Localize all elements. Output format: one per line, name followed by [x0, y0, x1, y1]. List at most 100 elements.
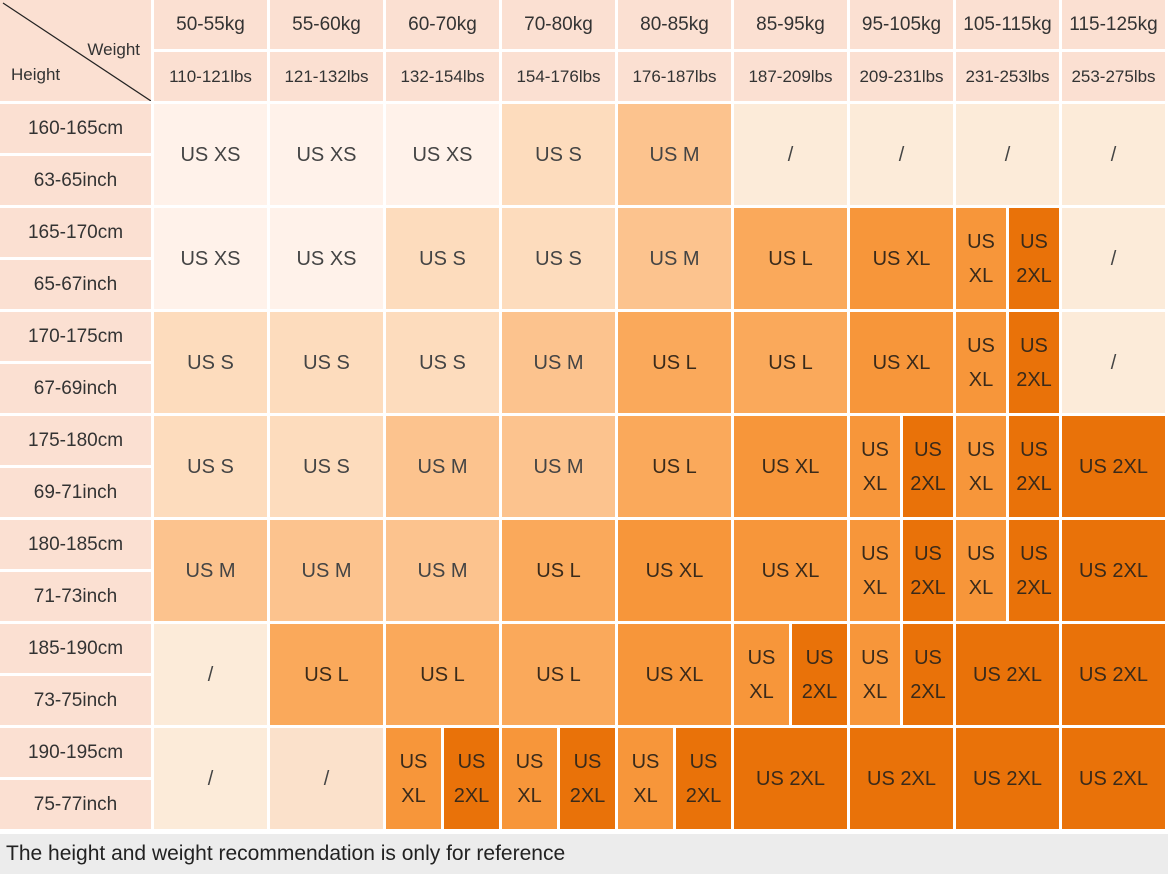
size-cell: US L: [270, 624, 383, 725]
weight-kg-header: 60-70kg: [386, 0, 499, 49]
size-cell: US L: [734, 208, 847, 309]
size-cell: US XL: [850, 312, 953, 413]
height-inch-label: 73-75inch: [0, 676, 151, 725]
corner-header: Weight Height: [0, 0, 151, 101]
size-cell: US XS: [270, 104, 383, 205]
height-inch-label: 65-67inch: [0, 260, 151, 309]
weight-kg-header: 105-115kg: [956, 0, 1059, 49]
size-cell: US S: [270, 312, 383, 413]
size-cell: US L: [502, 520, 615, 621]
size-cell-split: US 2XL: [1009, 312, 1059, 413]
weight-lbs-header: 176-187lbs: [618, 52, 731, 101]
height-cm-label: 190-195cm: [0, 728, 151, 777]
weight-lbs-header: 132-154lbs: [386, 52, 499, 101]
size-cell: US XL: [618, 624, 731, 725]
size-cell: US L: [618, 312, 731, 413]
size-cell: US 2XL: [1062, 416, 1165, 517]
height-cm-label: 175-180cm: [0, 416, 151, 465]
height-cm-label: 165-170cm: [0, 208, 151, 257]
weight-kg-header: 80-85kg: [618, 0, 731, 49]
weight-lbs-header: 231-253lbs: [956, 52, 1059, 101]
size-cell-split: US XL: [956, 416, 1006, 517]
size-cell: /: [850, 104, 953, 205]
size-cell: US L: [618, 416, 731, 517]
size-cell-split: US XL: [618, 728, 673, 829]
size-cell: US S: [270, 416, 383, 517]
size-cell: US M: [502, 416, 615, 517]
size-cell-split: US 2XL: [560, 728, 615, 829]
weight-kg-header: 95-105kg: [850, 0, 953, 49]
size-cell-split: US 2XL: [1009, 208, 1059, 309]
height-cm-label: 170-175cm: [0, 312, 151, 361]
size-cell: US XS: [386, 104, 499, 205]
height-inch-label: 75-77inch: [0, 780, 151, 829]
size-cell: US M: [386, 520, 499, 621]
size-cell: US S: [502, 208, 615, 309]
height-inch-label: 63-65inch: [0, 156, 151, 205]
size-cell: US M: [270, 520, 383, 621]
size-cell: US S: [386, 312, 499, 413]
size-cell-split: US XL: [956, 520, 1006, 621]
size-cell: US M: [386, 416, 499, 517]
size-cell: US M: [502, 312, 615, 413]
size-cell-split: US XL: [850, 416, 900, 517]
size-cell-split: US 2XL: [676, 728, 731, 829]
size-cell: /: [270, 728, 383, 829]
size-cell: US 2XL: [850, 728, 953, 829]
weight-lbs-header: 253-275lbs: [1062, 52, 1165, 101]
size-cell: US XL: [850, 208, 953, 309]
size-cell: US 2XL: [956, 728, 1059, 829]
size-cell: US 2XL: [1062, 624, 1165, 725]
size-cell-split: US 2XL: [792, 624, 847, 725]
weight-kg-header: 85-95kg: [734, 0, 847, 49]
size-cell-split: US 2XL: [903, 416, 953, 517]
size-cell: US XS: [154, 208, 267, 309]
height-cm-label: 185-190cm: [0, 624, 151, 673]
weight-lbs-header: 187-209lbs: [734, 52, 847, 101]
size-cell: /: [1062, 312, 1165, 413]
size-cell-split: US 2XL: [1009, 520, 1059, 621]
height-axis-label: Height: [11, 65, 61, 84]
size-cell: US 2XL: [956, 624, 1059, 725]
size-cell: US M: [154, 520, 267, 621]
size-cell: US M: [618, 104, 731, 205]
weight-lbs-header: 154-176lbs: [502, 52, 615, 101]
size-cell: US L: [502, 624, 615, 725]
size-cell: US L: [386, 624, 499, 725]
size-cell: US XS: [154, 104, 267, 205]
size-cell-split: US 2XL: [1009, 416, 1059, 517]
height-inch-label: 71-73inch: [0, 572, 151, 621]
size-cell-split: US 2XL: [903, 520, 953, 621]
weight-axis-label: Weight: [87, 40, 140, 59]
size-cell: US XL: [618, 520, 731, 621]
weight-kg-header: 50-55kg: [154, 0, 267, 49]
size-cell-split: US 2XL: [903, 624, 953, 725]
size-cell: /: [1062, 208, 1165, 309]
weight-lbs-header: 209-231lbs: [850, 52, 953, 101]
size-cell-split: US XL: [502, 728, 557, 829]
size-cell-split: US XL: [734, 624, 789, 725]
size-cell: /: [1062, 104, 1165, 205]
height-cm-label: 180-185cm: [0, 520, 151, 569]
height-inch-label: 69-71inch: [0, 468, 151, 517]
size-cell: US M: [618, 208, 731, 309]
size-cell: US S: [154, 312, 267, 413]
size-cell: US XL: [734, 520, 847, 621]
height-cm-label: 160-165cm: [0, 104, 151, 153]
weight-lbs-header: 121-132lbs: [270, 52, 383, 101]
size-cell: US S: [502, 104, 615, 205]
size-cell: US L: [734, 312, 847, 413]
weight-kg-header: 115-125kg: [1062, 0, 1165, 49]
weight-kg-header: 55-60kg: [270, 0, 383, 49]
size-cell: US 2XL: [734, 728, 847, 829]
size-cell-split: US XL: [850, 624, 900, 725]
size-cell: /: [734, 104, 847, 205]
size-cell-split: US XL: [850, 520, 900, 621]
size-cell: /: [154, 728, 267, 829]
weight-kg-header: 70-80kg: [502, 0, 615, 49]
size-cell-split: US 2XL: [444, 728, 499, 829]
size-cell: US S: [154, 416, 267, 517]
size-cell: US XL: [734, 416, 847, 517]
size-cell: /: [154, 624, 267, 725]
size-cell-split: US XL: [386, 728, 441, 829]
